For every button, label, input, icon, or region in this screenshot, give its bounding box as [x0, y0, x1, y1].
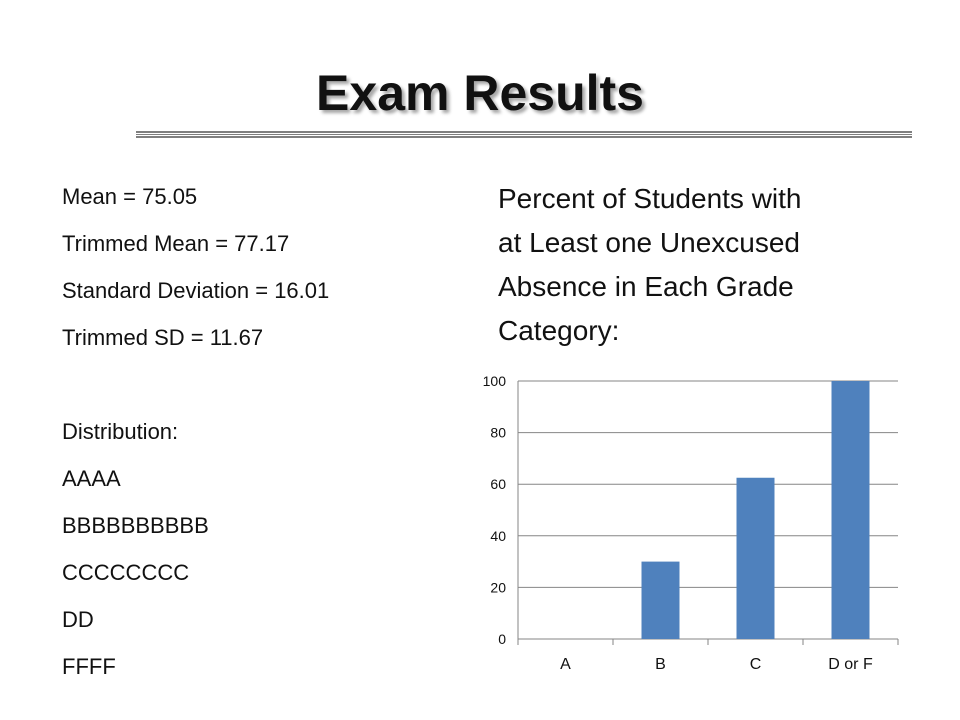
- chart-heading-line-2: at Least one Unexcused: [498, 227, 800, 258]
- slide-title: Exam Results: [316, 65, 644, 121]
- bar-chart: 0 20 40 60 80 100 A B C D or F: [483, 373, 899, 673]
- distribution-grade-a: AAAA: [62, 466, 121, 491]
- stat-standard-deviation: Standard Deviation = 16.01: [62, 278, 330, 303]
- distribution-grade-d: DD: [62, 607, 94, 632]
- distribution-grade-f: FFFF: [62, 654, 116, 679]
- chart-heading-line-1: Percent of Students with: [498, 183, 802, 214]
- y-tick-label: 100: [483, 373, 507, 389]
- x-category-label: A: [560, 656, 571, 673]
- stat-trimmed-sd: Trimmed SD = 11.67: [62, 325, 264, 350]
- x-category-label: C: [750, 656, 762, 673]
- distribution-label: Distribution:: [62, 419, 179, 444]
- y-tick-label: 80: [490, 425, 506, 441]
- distribution-grade-b: BBBBBBBBBB: [62, 513, 209, 538]
- y-tick-label: 40: [490, 528, 506, 544]
- y-tick-label: 20: [490, 579, 506, 595]
- stat-mean: Mean = 75.05: [62, 184, 198, 209]
- stat-trimmed-mean: Trimmed Mean = 77.17: [62, 231, 290, 256]
- chart-heading-line-3: Absence in Each Grade: [498, 271, 794, 302]
- bar-d-or-f: [831, 381, 870, 639]
- chart-heading-line-4: Category:: [498, 315, 620, 346]
- distribution-grade-c: CCCCCCCC: [62, 560, 190, 585]
- bar-b: [641, 561, 680, 639]
- x-category-label: B: [655, 656, 666, 673]
- stats-panel: Mean = 75.05 Trimmed Mean = 77.17 Standa…: [62, 173, 442, 690]
- y-tick-label: 0: [498, 631, 506, 647]
- bar-c: [736, 477, 775, 639]
- x-category-label: D or F: [828, 656, 873, 673]
- title-divider: [136, 131, 912, 139]
- chart-heading: Percent of Students with at Least one Un…: [498, 177, 918, 353]
- y-tick-label: 60: [490, 476, 506, 492]
